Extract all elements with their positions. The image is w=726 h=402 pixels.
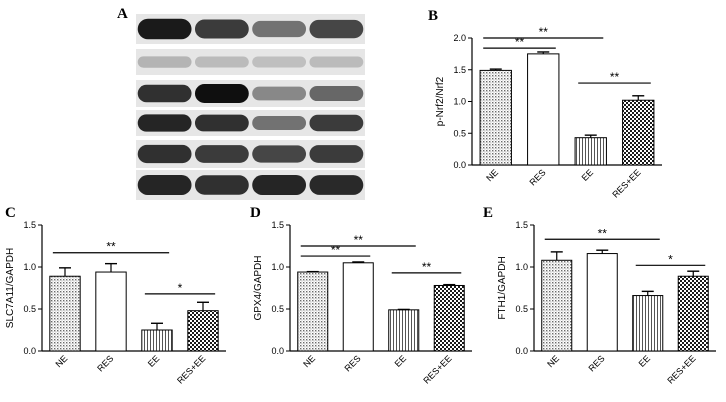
blot-band <box>309 145 364 163</box>
y-tick-label: 0.0 <box>23 346 36 356</box>
category-label: RES <box>587 353 607 373</box>
y-tick-label: 1.5 <box>453 65 466 75</box>
bar-ne <box>541 259 573 352</box>
category-label: RES+EE <box>610 167 642 199</box>
chart-panel-d: D 0.0 0.5 1.0 1.5 GPX4/GAPDH NE RES EE RES+EE ** **… <box>250 205 472 386</box>
y-axis-label: SLC7A11/GAPDH <box>5 248 16 328</box>
bar-res <box>95 271 127 352</box>
bar-res-ee <box>622 99 655 166</box>
bar-res-ee <box>187 310 219 352</box>
blot-band <box>309 56 364 68</box>
blot-band <box>309 19 364 39</box>
significance-label: * <box>178 281 183 295</box>
y-tick-label: 1.0 <box>271 262 284 272</box>
bar-res <box>586 253 618 352</box>
category-label: RES+EE <box>421 353 453 385</box>
panel-label: D <box>250 205 261 221</box>
panel-label: B <box>428 8 438 24</box>
chart-panel-b: B 0.0 0.5 1.0 1.5 2.0 p-Nrf2/Nrf2 NE RES EE RES+EE… <box>428 8 662 200</box>
y-tick-label: 0.5 <box>23 304 36 314</box>
blot-band <box>252 20 307 38</box>
panel-label: E <box>483 205 493 221</box>
chart-panel-c: C 0.0 0.5 1.0 1.5 SLC7A11/GAPDH NE RES EE RES+EE *… <box>5 205 226 386</box>
category-label: EE <box>146 353 162 369</box>
blot-band <box>137 175 192 195</box>
y-tick-label: 2.0 <box>453 33 466 43</box>
western-blot <box>136 14 365 200</box>
blot-band <box>137 18 192 40</box>
y-tick-label: 0.0 <box>515 346 528 356</box>
blot-band <box>252 145 307 163</box>
y-tick-label: 1.5 <box>515 220 528 230</box>
significance-label: ** <box>515 35 525 49</box>
blot-band <box>137 144 192 164</box>
blot-band <box>194 84 249 103</box>
blot-band <box>252 86 307 101</box>
bar-ee <box>632 295 664 352</box>
y-tick-label: 0.0 <box>453 160 466 170</box>
y-axis-label: p-Nrf2/Nrf2 <box>435 76 446 126</box>
blot-band <box>252 115 307 131</box>
significance-label: ** <box>422 260 432 274</box>
blot-band <box>194 19 249 39</box>
blot-band <box>137 114 192 132</box>
bar-ee <box>574 137 607 166</box>
bar-res <box>342 262 374 352</box>
blot-band <box>252 175 307 195</box>
category-label: EE <box>580 167 596 183</box>
category-label: NE <box>53 353 69 369</box>
significance-label: ** <box>610 70 620 84</box>
y-tick-label: 0.5 <box>271 304 284 314</box>
panel-label: C <box>5 205 16 221</box>
bar-ee <box>141 329 173 352</box>
blot-band <box>194 145 249 163</box>
blot-band <box>137 84 192 103</box>
category-label: RES <box>343 353 363 373</box>
blot-band <box>252 56 307 68</box>
category-label: NE <box>545 353 561 369</box>
bar-ne <box>479 69 512 166</box>
y-tick-label: 0.5 <box>453 128 466 138</box>
y-tick-label: 1.5 <box>271 220 284 230</box>
category-label: EE <box>637 353 653 369</box>
significance-label: ** <box>598 226 608 240</box>
blot-band <box>137 56 192 68</box>
y-tick-label: 1.0 <box>23 262 36 272</box>
bar-ne <box>297 271 329 352</box>
category-label: RES <box>528 167 548 187</box>
significance-label: ** <box>331 243 341 257</box>
blot-band <box>194 175 249 195</box>
category-label: RES+EE <box>665 353 697 385</box>
blot-band <box>194 114 249 132</box>
blot-band <box>309 85 364 102</box>
y-tick-label: 1.0 <box>453 97 466 107</box>
y-axis-label: FTH1/GAPDH <box>497 256 508 319</box>
bar-res-ee <box>433 284 465 352</box>
bar-ee <box>388 309 420 352</box>
y-tick-label: 1.0 <box>515 262 528 272</box>
significance-label: ** <box>354 233 364 247</box>
blot-band <box>194 56 249 68</box>
bar-ne <box>49 275 81 352</box>
category-label: NE <box>301 353 317 369</box>
bar-res <box>527 53 560 166</box>
category-label: RES+EE <box>175 353 207 385</box>
blot-band <box>309 114 364 132</box>
category-label: NE <box>484 167 500 183</box>
bar-res-ee <box>677 275 709 352</box>
panel-label-a: A <box>117 6 128 22</box>
y-tick-label: 0.5 <box>515 304 528 314</box>
y-tick-label: 1.5 <box>23 220 36 230</box>
blot-band <box>309 175 364 195</box>
significance-label: * <box>668 252 673 266</box>
significance-label: ** <box>106 240 116 254</box>
y-axis-label: GPX4/GAPDH <box>253 255 264 320</box>
significance-label: ** <box>539 25 549 39</box>
category-label: RES <box>95 353 115 373</box>
y-tick-label: 0.0 <box>271 346 284 356</box>
category-label: EE <box>393 353 409 369</box>
